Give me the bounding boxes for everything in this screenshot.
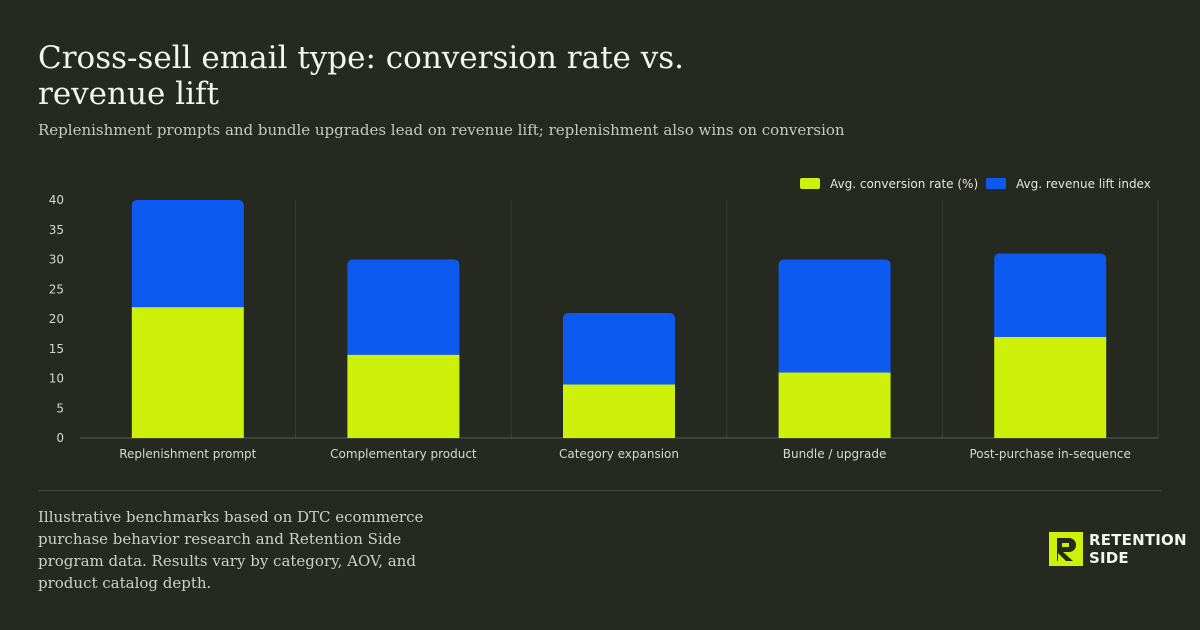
x-category-label: Replenishment prompt xyxy=(119,447,256,461)
bar-segment-revenue xyxy=(778,259,891,373)
bar-segment-revenue xyxy=(347,259,460,355)
stacked-bar-chart: 0 5 10 15 20 25 30 35 40 Replenishment prompt Comp… xyxy=(49,177,1159,461)
bar-segment-revenue xyxy=(563,313,675,385)
bar-segment-revenue xyxy=(994,253,1107,337)
legend-swatch-revenue xyxy=(986,178,1006,189)
y-tick-label: 30 xyxy=(49,253,64,267)
logo-text-line1: RETENTION xyxy=(1089,531,1187,549)
chart-subtitle: Replenishment prompts and bundle upgrade… xyxy=(38,121,845,139)
x-category-label: Category expansion xyxy=(559,447,679,461)
x-category-label: Post-purchase in-sequence xyxy=(969,447,1130,461)
y-tick-label: 35 xyxy=(49,223,64,237)
bar-segment-conversion xyxy=(347,354,460,438)
y-tick-label: 5 xyxy=(56,401,64,415)
legend-swatch-conversion xyxy=(800,178,820,189)
legend-label-revenue: Avg. revenue lift index xyxy=(1016,177,1151,191)
bar-segment-conversion xyxy=(994,336,1107,438)
bar-segment-conversion xyxy=(778,372,891,438)
footer-divider xyxy=(38,490,1162,491)
y-tick-label: 15 xyxy=(49,342,64,356)
x-category-label: Bundle / upgrade xyxy=(783,447,887,461)
chart-title: Cross-sell email type: conversion rate v… xyxy=(38,40,685,112)
legend-label-conversion: Avg. conversion rate (%) xyxy=(830,177,978,191)
logo-text-line2: SIDE xyxy=(1089,549,1129,567)
brand-logo: RETENTION SIDE xyxy=(1049,530,1187,568)
y-tick-label: 40 xyxy=(49,193,64,207)
y-tick-label: 10 xyxy=(49,372,64,386)
bar-segment-revenue xyxy=(131,200,244,308)
y-tick-label: 0 xyxy=(56,431,64,445)
x-category-label: Complementary product xyxy=(330,447,477,461)
footnote: Illustrative benchmarks based on DTC eco… xyxy=(38,508,424,592)
retention-side-logo-icon xyxy=(1049,532,1083,566)
bar-segment-conversion xyxy=(131,307,244,438)
bar-segment-conversion xyxy=(563,384,675,438)
y-tick-label: 25 xyxy=(49,282,64,296)
y-tick-label: 20 xyxy=(49,312,64,326)
